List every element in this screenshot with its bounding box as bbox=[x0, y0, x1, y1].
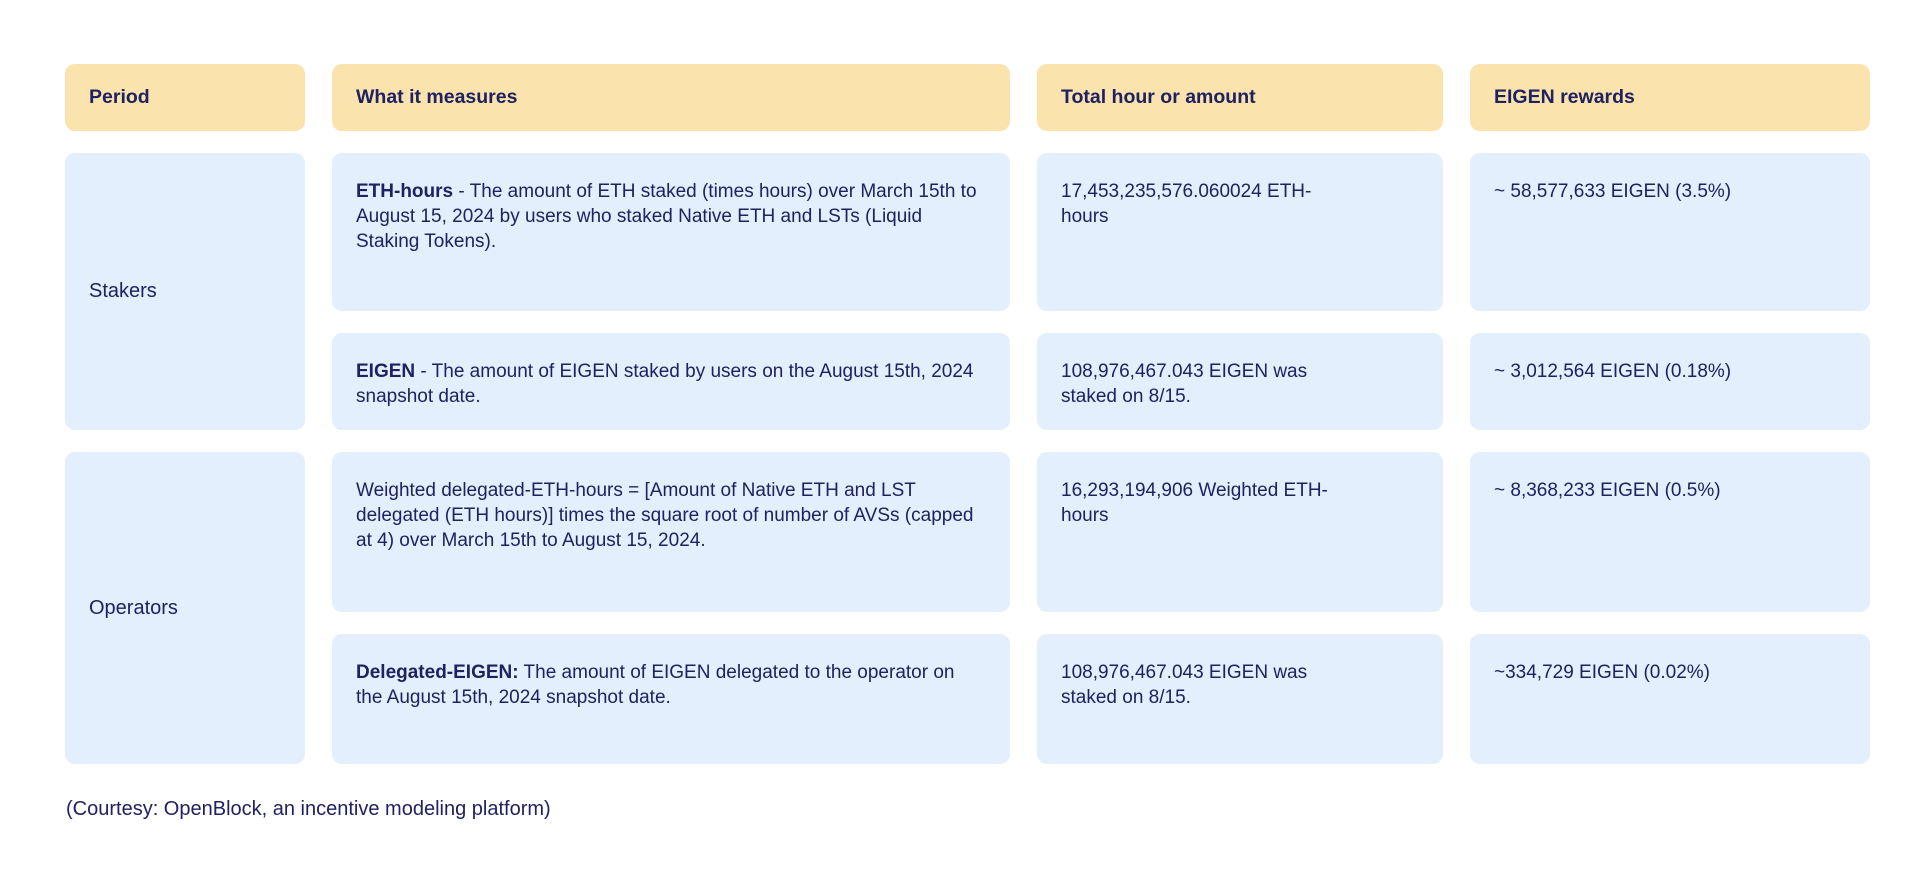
period-cell-operators: Operators bbox=[65, 452, 305, 764]
period-cell-stakers: Stakers bbox=[65, 153, 305, 430]
total-cell-delegated-eigen: 108,976,467.043 EIGEN was staked on 8/15… bbox=[1037, 634, 1443, 764]
period-operators-label: Operators bbox=[89, 596, 178, 619]
header-period: Period bbox=[65, 64, 305, 131]
rewards-cell-delegated-eigen: ~334,729 EIGEN (0.02%) bbox=[1470, 634, 1870, 764]
measure-cell-weighted-delegated-eth-hours: Weighted delegated-ETH-hours = [Amount o… bbox=[332, 452, 1010, 612]
measure-description: - The amount of ETH staked (times hours)… bbox=[356, 181, 977, 252]
measure-cell-eigen: EIGEN - The amount of EIGEN staked by us… bbox=[332, 333, 1010, 430]
table-caption: (Courtesy: OpenBlock, an incentive model… bbox=[66, 798, 551, 820]
rewards-cell-eigen: ~ 3,012,564 EIGEN (0.18%) bbox=[1470, 333, 1870, 430]
total-cell-eigen: 108,976,467.043 EIGEN was staked on 8/15… bbox=[1037, 333, 1443, 430]
header-what-it-measures-label: What it measures bbox=[356, 86, 518, 108]
measure-term: ETH-hours bbox=[356, 181, 454, 202]
header-eigen-rewards-label: EIGEN rewards bbox=[1494, 86, 1635, 108]
measure-description: The amount of EIGEN delegated to the ope… bbox=[356, 662, 955, 708]
page: Period What it measures Total hour or am… bbox=[65, 64, 1870, 820]
total-value: 16,293,194,906 Weighted ETH-hours bbox=[1061, 480, 1328, 526]
header-what-it-measures: What it measures bbox=[332, 64, 1010, 131]
total-cell-weighted-eth-hours: 16,293,194,906 Weighted ETH-hours bbox=[1037, 452, 1443, 612]
measure-term: Delegated-EIGEN: bbox=[356, 662, 519, 683]
header-total-hour-or-amount: Total hour or amount bbox=[1037, 64, 1443, 131]
measure-description: - The amount of EIGEN staked by users on… bbox=[356, 361, 974, 407]
measure-description: Weighted delegated-ETH-hours = [Amount o… bbox=[356, 480, 974, 551]
period-stakers-label: Stakers bbox=[89, 280, 157, 302]
measure-term: EIGEN bbox=[356, 361, 416, 382]
rewards-value: ~ 3,012,564 EIGEN (0.18%) bbox=[1494, 361, 1732, 382]
rewards-value: ~334,729 EIGEN (0.02%) bbox=[1494, 662, 1710, 683]
measure-cell-eth-hours: ETH-hours - The amount of ETH staked (ti… bbox=[332, 153, 1010, 311]
total-value: 108,976,467.043 EIGEN was staked on 8/15… bbox=[1061, 662, 1308, 708]
rewards-value: ~ 8,368,233 EIGEN (0.5%) bbox=[1494, 480, 1721, 501]
rewards-table: Period What it measures Total hour or am… bbox=[65, 64, 1870, 764]
header-eigen-rewards: EIGEN rewards bbox=[1470, 64, 1870, 131]
measure-cell-delegated-eigen: Delegated-EIGEN: The amount of EIGEN del… bbox=[332, 634, 1010, 764]
header-total-hour-or-amount-label: Total hour or amount bbox=[1061, 86, 1256, 108]
header-period-label: Period bbox=[89, 86, 150, 108]
rewards-value: ~ 58,577,633 EIGEN (3.5%) bbox=[1494, 181, 1732, 202]
rewards-cell-eth-hours: ~ 58,577,633 EIGEN (3.5%) bbox=[1470, 153, 1870, 311]
total-value: 17,453,235,576.060024 ETH-hours bbox=[1061, 181, 1312, 227]
rewards-cell-weighted-eth-hours: ~ 8,368,233 EIGEN (0.5%) bbox=[1470, 452, 1870, 612]
total-value: 108,976,467.043 EIGEN was staked on 8/15… bbox=[1061, 361, 1308, 407]
total-cell-eth-hours: 17,453,235,576.060024 ETH-hours bbox=[1037, 153, 1443, 311]
